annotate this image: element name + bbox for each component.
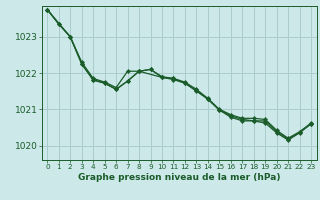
X-axis label: Graphe pression niveau de la mer (hPa): Graphe pression niveau de la mer (hPa)	[78, 173, 280, 182]
